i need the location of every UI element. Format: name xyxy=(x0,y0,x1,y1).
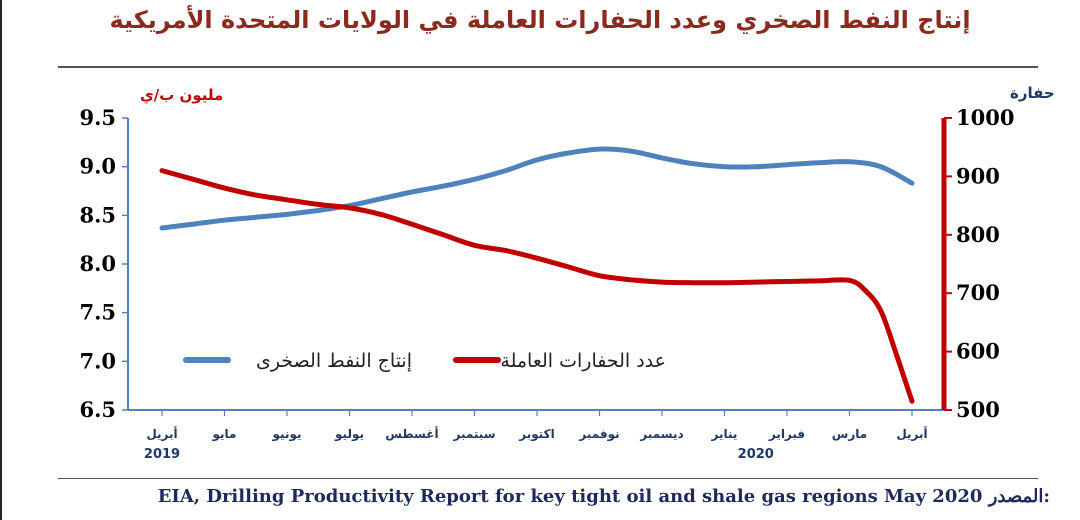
x-tick-label: أبريل xyxy=(146,426,177,441)
right-tick-label: 800 xyxy=(956,222,1000,247)
x-tick-label: مايو xyxy=(212,427,237,442)
legend-oil-production-label: إنتاج النفط الصخرى xyxy=(256,350,412,373)
x-tick-label: يونيو xyxy=(272,427,302,442)
x-tick-label: فبراير xyxy=(768,427,805,441)
axes-layer: 9.5 9.0 8.5 8.0 7.5 7.0 6.5 1000 900 800 700 600 500… xyxy=(79,84,1054,462)
source-divider xyxy=(58,478,1038,479)
left-axis-title: مليون ب/ي xyxy=(140,86,223,105)
x-tick-label: يناير xyxy=(711,427,738,441)
right-tick-label: 900 xyxy=(956,163,1000,188)
x-tick-label: يوليو xyxy=(334,427,364,442)
right-tick-label: 500 xyxy=(956,397,1000,422)
lines-layer xyxy=(159,146,915,404)
year-label: 2020 xyxy=(738,447,774,462)
left-tick-label: 9.0 xyxy=(79,154,116,179)
source-label: المصدر: xyxy=(988,486,1050,507)
x-tick-label: مارس xyxy=(832,427,867,441)
source-text: EIA, Drilling Productivity Report for ke… xyxy=(157,486,983,507)
source-note: EIA, Drilling Productivity Report for ke… xyxy=(0,486,1050,507)
right-tick-label: 700 xyxy=(956,280,1000,305)
x-tick-label: نوفمبر xyxy=(578,427,619,442)
right-tick-label: 1000 xyxy=(956,105,1014,130)
left-tick-label: 6.5 xyxy=(79,397,116,422)
chart-title: إنتاج النفط الصخري وعدد الحفارات العاملة… xyxy=(109,6,971,34)
left-tick-label: 9.5 xyxy=(79,105,116,130)
x-tick-label: أبريل xyxy=(896,426,927,441)
left-tick-label: 7.5 xyxy=(79,300,116,325)
oil-production-line xyxy=(159,146,915,231)
frame-left-border xyxy=(0,0,2,520)
left-tick-label: 7.0 xyxy=(79,348,116,373)
right-tick-label: 600 xyxy=(956,339,1000,364)
x-tick-label: ديسمبر xyxy=(639,427,683,441)
left-tick-label: 8.5 xyxy=(79,202,116,227)
rig-count-line xyxy=(159,168,915,404)
right-axis-title: حفارة xyxy=(1010,84,1055,102)
legend-layer: إنتاج النفط الصخرى عدد الحفارات العاملة xyxy=(183,350,666,373)
x-tick-label: سبتمبر xyxy=(452,427,495,441)
left-tick-label: 8.0 xyxy=(79,251,116,276)
x-tick-label: اكتوبر xyxy=(518,427,554,442)
legend-rig-count-label: عدد الحفارات العاملة xyxy=(500,350,666,372)
year-label: 2019 xyxy=(144,447,180,462)
x-tick-label: أغسطس xyxy=(385,426,438,441)
title-divider xyxy=(58,66,1038,68)
